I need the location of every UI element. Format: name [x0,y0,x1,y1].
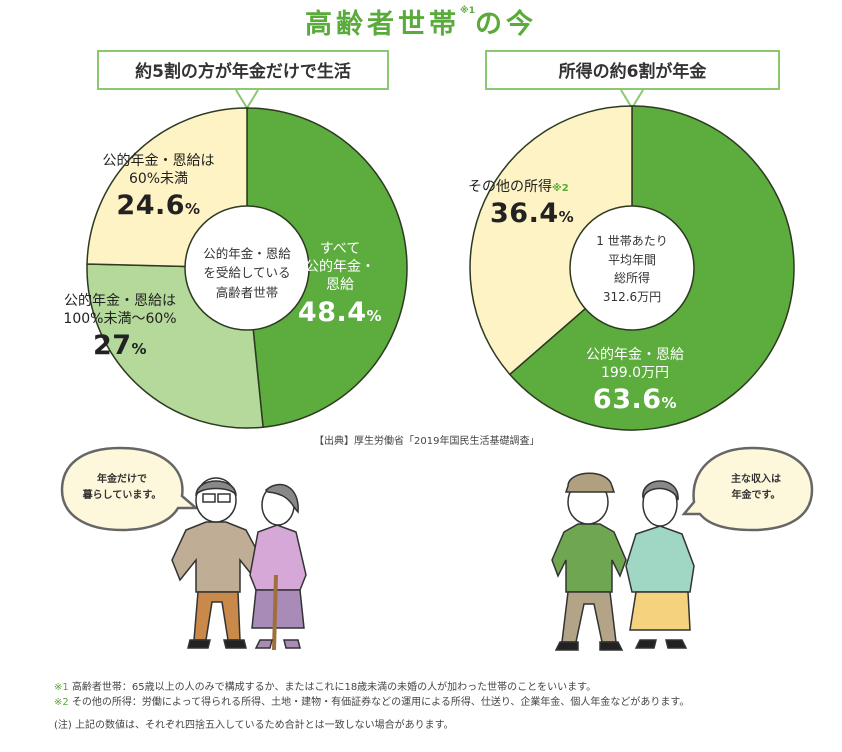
left-slice-value-all-pension: 48.4 [297,296,367,328]
footnote-2: ※2 その他の所得：労働によって得られる所得、土地・建物・有価証券などの運用によ… [54,697,690,708]
title-note-ref: ※1 [459,6,475,16]
left-slice-label-all-pension: すべて 公的年金・ 恩給 48.4% [297,241,383,328]
right-bubble-text: 主な収入は 年金です。 [731,474,781,501]
left-slice-label-100-60: 公的年金・恩給は 100%未満〜60% 27% [63,293,177,362]
pie-slice [469,105,633,376]
left-center-label: 公的年金・恩給 を受給している 高齢者世帯 [203,246,291,300]
left-slice-value-under-60: 24.6 [116,190,186,222]
left-callout-pointer [235,89,259,110]
title-main: 高齢者世帯 [304,9,460,40]
right-callout: 所得の約6割が年金 [485,50,780,90]
pie-center-hole [184,205,310,331]
right-pie [469,105,795,431]
pie-center-hole [569,205,695,331]
footnotes: ※1 高齢者世帯：65歳以上の人のみで構成するか、またはこれに18歳未満の未婚の… [54,680,834,733]
left-slice-label-under-60: 公的年金・恩給は 60%未満 24.6% [102,153,215,222]
elderly-couple-right-illustration [551,472,695,651]
right-speech-bubble [681,446,814,532]
title-suffix: の今 [475,9,537,40]
footnote-1: ※1 高齢者世帯：65歳以上の人のみで構成するか、またはこれに18歳未満の未婚の… [54,682,597,693]
left-slice-value-100-60: 27 [92,330,132,362]
pie-slice [246,107,408,429]
source-citation: 【出典】厚生労働省「2019年国民生活基礎調査」 [314,436,540,447]
rounding-note: (注) 上記の数値は、それぞれ四捨五入しているため合計とは一致しない場合がありま… [54,720,454,731]
page-title: 高齢者世帯※1の今 [0,2,842,41]
right-slice-value-other-income: 36.4 [490,198,559,230]
left-pie [86,107,408,429]
left-bubble-text: 年金だけで 暮らしています。 [82,474,162,501]
left-speech-bubble [60,446,200,532]
right-slice-value-pension: 63.6 [592,384,662,416]
right-slice-label-other-income: その他の所得※2 36.4% [468,179,575,230]
right-slice-label-pension: 公的年金・恩給 199.0万円 63.6% [586,347,684,416]
left-callout: 約5割の方が年金だけで生活 [97,50,389,90]
right-center-label: 1 世帯あたり 平均年間 総所得 312.6万円 [596,234,668,304]
elderly-couple-left-illustration [171,477,307,651]
